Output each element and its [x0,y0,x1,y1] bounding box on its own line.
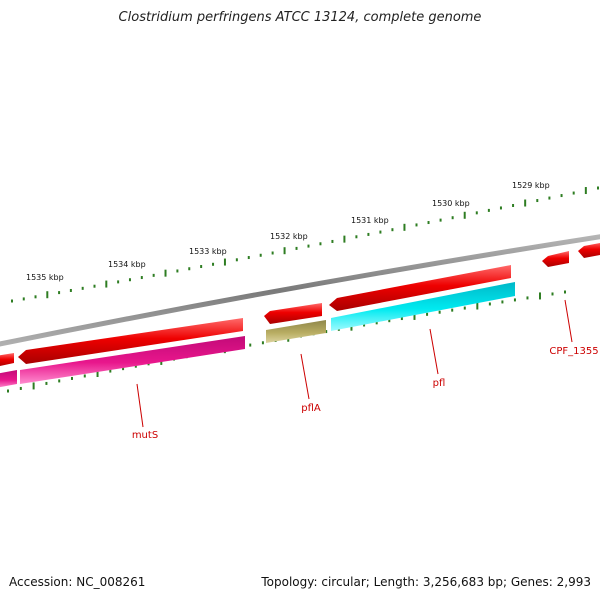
accession-text: Accession: NC_008261 [9,575,146,589]
gene-arrow-pink[interactable] [0,370,17,388]
scale-label-1531: 1531 kbp [351,216,389,225]
leader-line-pfl [429,328,439,375]
gene-pfl[interactable] [331,282,515,331]
leader-line-pflA [300,353,310,400]
gene-arrow-forward[interactable] [329,265,511,311]
scale-label-1535: 1535 kbp [26,273,64,282]
scale-label-1533: 1533 kbp [189,247,227,256]
gene-arrow-mutS-region[interactable] [18,318,243,364]
gene-arrow-forward[interactable] [264,303,322,324]
gene-mutS[interactable] [20,336,245,384]
genome-backbone [0,234,600,347]
scale-label-1534: 1534 kbp [108,260,146,269]
map-title: Clostridium perfringens ATCC 13124, comp… [118,10,482,25]
genome-summary-text: Topology: circular; Length: 3,256,683 bp… [261,575,591,589]
scale-label-1532: 1532 kbp [270,232,308,241]
gene-label-pflA: pflA [301,403,321,414]
gene-label-pfl: pfl [433,378,446,389]
gene-arrow-forward[interactable] [0,353,14,367]
gene-arrow-forward[interactable] [578,242,600,258]
scale-label-1529: 1529 kbp [512,181,550,190]
gene-label-CPF_1355: CPF_1355 [549,346,598,357]
gene-arrow-forward[interactable] [542,251,569,267]
leader-line-CPF_1355 [564,299,573,343]
gene-pflA[interactable] [266,320,326,343]
leader-line-mutS [136,383,144,428]
scale-label-1530: 1530 kbp [432,199,470,208]
outer-tick-ring [11,186,599,303]
gene-label-mutS: mutS [132,430,158,441]
